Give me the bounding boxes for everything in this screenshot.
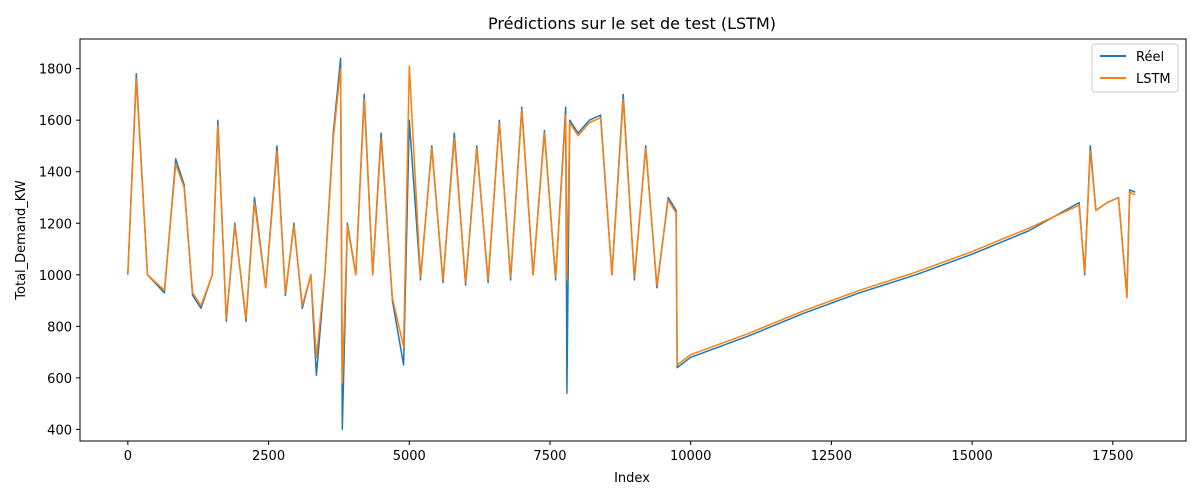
y-tick-label: 600 <box>47 372 72 387</box>
x-tick-label: 5000 <box>393 449 426 464</box>
y-tick-label: 1400 <box>39 166 72 181</box>
x-tick-label: 10000 <box>670 449 711 464</box>
y-tick-label: 1800 <box>39 63 72 78</box>
x-axis-title: Index <box>614 471 650 486</box>
legend-label-reel: Réel <box>1136 50 1164 65</box>
chart-title: Prédictions sur le set de test (LSTM) <box>488 14 776 33</box>
y-tick-label: 1200 <box>39 217 72 232</box>
y-tick-label: 1000 <box>39 269 72 284</box>
x-tick-label: 15000 <box>951 449 992 464</box>
x-tick-label: 12500 <box>811 449 852 464</box>
legend: Réel LSTM <box>1092 44 1178 92</box>
y-tick-label: 800 <box>47 320 72 335</box>
x-tick-label: 0 <box>124 449 132 464</box>
x-tick-label: 17500 <box>1092 449 1133 464</box>
x-tick-label: 7500 <box>533 449 566 464</box>
y-tick-label: 400 <box>47 423 72 438</box>
y-tick-label: 1600 <box>39 114 72 129</box>
y-axis-title: Total_Demand_KW <box>14 180 29 301</box>
legend-label-lstm: LSTM <box>1136 72 1171 87</box>
x-tick-label: 2500 <box>252 449 285 464</box>
